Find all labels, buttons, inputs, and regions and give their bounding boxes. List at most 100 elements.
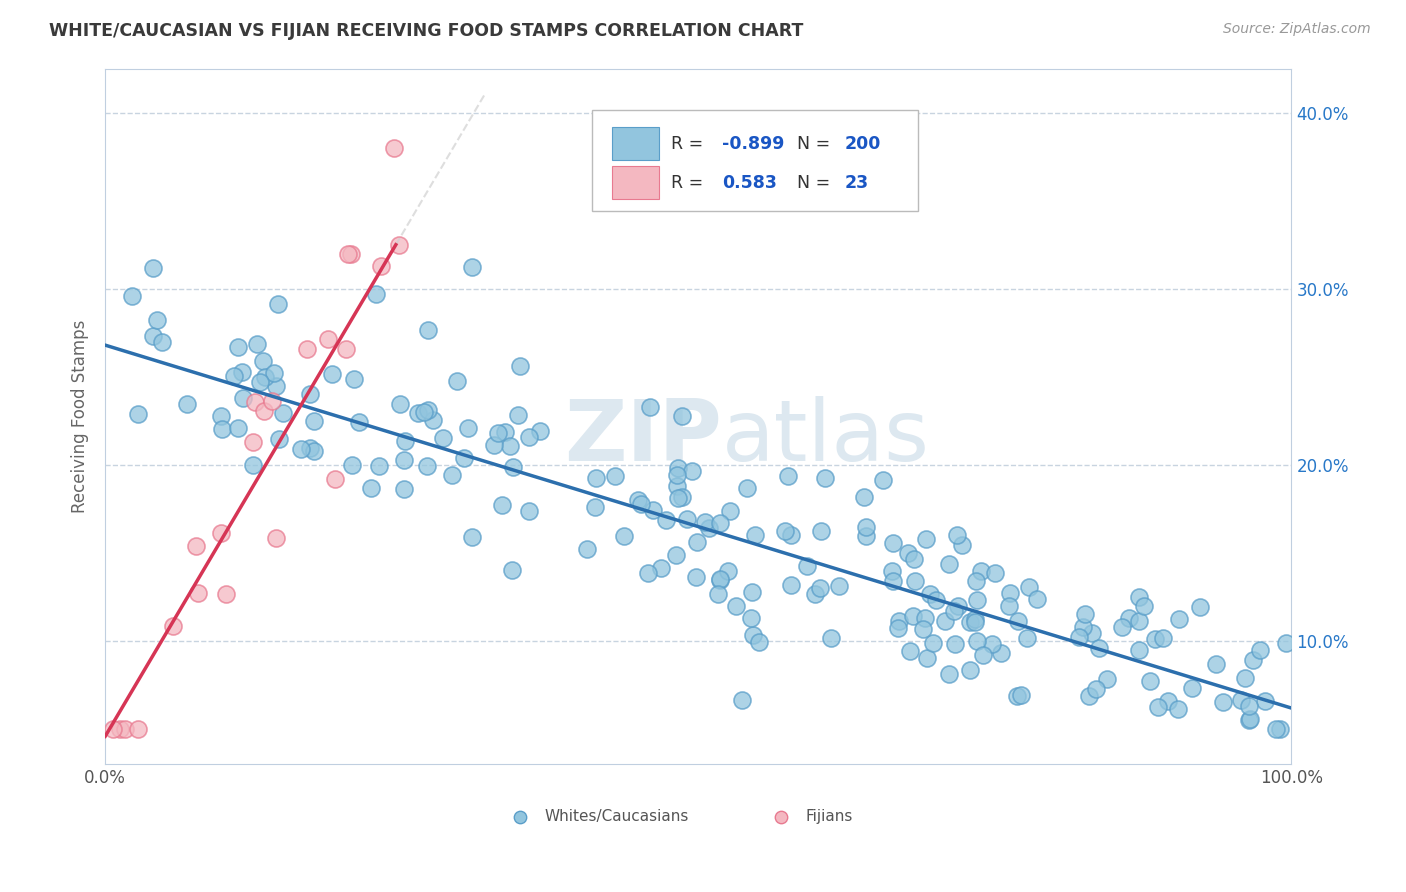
FancyBboxPatch shape [612,127,659,161]
Point [938,557,960,571]
Point [1181,681,1204,695]
Point [914,610,936,624]
Point [142,329,165,343]
Point [1167,702,1189,716]
Point [347,415,370,429]
Text: Source: ZipAtlas.com: Source: ZipAtlas.com [1223,22,1371,37]
Point [1229,692,1251,706]
Point [855,529,877,543]
Point [882,536,904,550]
Point [1018,580,1040,594]
Point [453,451,475,466]
Point [316,331,339,345]
Point [1205,657,1227,672]
Point [666,491,689,505]
Text: -0.899: -0.899 [723,135,785,153]
Point [323,472,346,486]
Point [945,527,967,541]
Point [776,468,799,483]
Text: N =: N = [797,174,830,192]
Point [1133,599,1156,613]
Point [1144,632,1167,647]
Point [299,441,322,455]
Point [808,581,831,595]
Point [101,723,124,737]
Point [630,497,652,511]
Point [959,663,981,677]
Point [886,622,908,636]
Text: 23: 23 [844,174,869,192]
Point [502,459,524,474]
Point [695,516,717,530]
Point [1085,681,1108,696]
Point [853,490,876,504]
Point [709,572,731,586]
Point [903,608,925,623]
Point [446,374,468,388]
Point [1111,620,1133,634]
Point [666,461,689,475]
Point [942,604,965,618]
Point [880,564,903,578]
Point [887,614,910,628]
Point [1139,673,1161,688]
Point [966,592,988,607]
Y-axis label: Receiving Food Stamps: Receiving Food Stamps [72,320,89,513]
Point [915,651,938,665]
Point [671,490,693,504]
Point [215,587,238,601]
Point [335,342,357,356]
Point [1268,722,1291,736]
Text: N =: N = [797,135,830,153]
Point [882,574,904,589]
Point [150,334,173,349]
Point [983,566,1005,580]
Point [127,723,149,737]
Text: R =: R = [671,174,703,192]
Point [242,434,264,449]
Point [388,238,411,252]
Point [990,647,1012,661]
Point [1264,723,1286,737]
Point [1254,693,1277,707]
Point [872,473,894,487]
Point [780,577,803,591]
Point [360,481,382,495]
Point [231,366,253,380]
Text: 200: 200 [844,135,880,153]
Point [184,539,207,553]
Point [970,564,993,578]
Point [676,512,699,526]
Point [394,434,416,448]
Point [897,545,920,559]
Text: atlas: atlas [723,396,929,479]
Point [575,541,598,556]
Point [1128,614,1150,628]
Text: Whites/Caucasians: Whites/Caucasians [544,809,689,824]
Point [637,566,659,581]
Point [176,396,198,410]
Point [972,648,994,662]
Point [665,479,688,493]
Point [146,313,169,327]
Point [1087,641,1109,656]
Point [998,599,1021,613]
Point [717,564,740,578]
Point [271,406,294,420]
Point [460,260,482,274]
Point [946,599,969,613]
Point [222,369,245,384]
Point [1010,688,1032,702]
Point [486,426,509,441]
Point [1237,698,1260,713]
FancyBboxPatch shape [592,111,918,211]
Point [1025,592,1047,607]
Point [295,343,318,357]
Point [959,615,981,629]
Point [1005,689,1028,703]
Point [517,430,540,444]
Point [671,409,693,424]
Point [499,439,522,453]
Point [336,246,359,260]
Point [1233,672,1256,686]
